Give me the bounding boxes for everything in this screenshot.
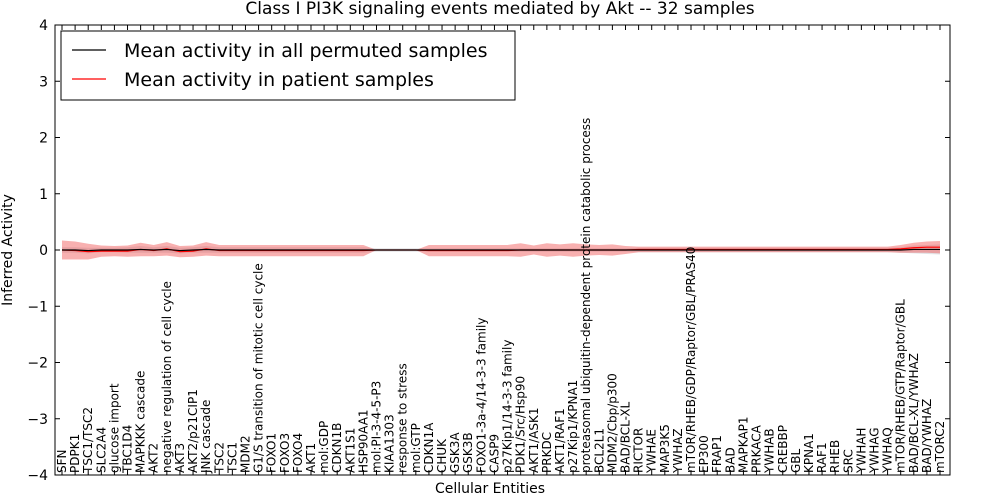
category-label: FRAP1 (710, 435, 724, 473)
category-label: BAD/BCL-XL (618, 401, 632, 473)
category-label: MDM2/Cbp/p300 (605, 373, 619, 473)
category-label: CREBBP (776, 425, 790, 473)
line-permuted (62, 248, 940, 252)
category-label: mol:GTP (409, 423, 423, 473)
category-label: YWHAB (763, 428, 777, 474)
category-label: YWHAQ (881, 427, 895, 474)
y-axis-ticks: 4 3 2 1 0 −1 −2 −3 −4 (27, 18, 950, 484)
category-label: YWHAH (854, 428, 868, 474)
category-label: p27Kip1/KPNA1 (566, 380, 580, 473)
category-label: SLC2A4 (94, 427, 108, 473)
category-label: YWHAZ (671, 428, 685, 474)
category-label: mol:GDP (317, 421, 331, 473)
category-label: response to stress (396, 363, 410, 473)
y-tick-label: 0 (39, 243, 48, 259)
category-label: SRC (841, 449, 855, 473)
category-label: AKT1 (304, 443, 318, 473)
y-tick-label: 2 (39, 131, 48, 147)
category-label: TSC1 (225, 442, 239, 474)
category-label: AKT1/ASK1 (527, 408, 541, 473)
category-label: CASP9 (487, 434, 501, 473)
category-label: FOXO3 (278, 433, 292, 473)
legend-box (60, 30, 516, 101)
category-label: CHUK (435, 438, 449, 473)
category-label: PRKACA (750, 424, 764, 473)
category-label: MAPKAP1 (736, 416, 750, 473)
category-label: AKT1S1 (343, 428, 357, 473)
category-label: MDM2 (238, 435, 252, 473)
category-label: mTORC2 (933, 421, 947, 473)
y-axis-title: Inferred Activity (0, 194, 16, 306)
category-label: BAD/BCL-XL/YWHAZ (907, 353, 921, 473)
category-label: GBL (789, 448, 803, 473)
category-label: TSC2 (212, 442, 226, 474)
category-label: AKT1/RAF1 (553, 408, 567, 473)
legend-label-permuted: Mean activity in all permuted samples (124, 40, 487, 62)
category-label: negative regulation of cell cycle (160, 281, 174, 473)
category-label: FOXO1 (265, 433, 279, 473)
category-label: MAPKKK cascade (134, 371, 148, 473)
y-tick-label: −4 (27, 468, 48, 484)
category-label: EP300 (697, 435, 711, 473)
category-label: G1/S transition of mitotic cell cycle (252, 263, 266, 473)
y-tick-label: 4 (39, 18, 48, 34)
category-label: TSC1/TSC2 (81, 407, 95, 474)
category-label: p27Kip1/14-3-3 family (501, 340, 515, 473)
category-label: YWHAE (645, 429, 659, 474)
category-label: CDKN1B (330, 423, 344, 473)
category-label: FOXO4 (291, 433, 305, 473)
category-label: AKT3 (173, 443, 187, 473)
category-label: mTOR/RHEB/GTP/Raptor/GBL (894, 299, 908, 473)
category-label: FOXO1-3a-4/14-3-3 family (474, 318, 488, 474)
category-label: KIAA1303 (383, 414, 397, 473)
category-label: PRKDC (540, 432, 554, 473)
series-lines (61, 246, 940, 253)
category-label: PDK1/Src/Hsp90 (514, 376, 528, 473)
category-label: RICTOR (632, 428, 646, 473)
chart-title: Class I PI3K signaling events mediated b… (245, 0, 754, 19)
category-label: glucose import (107, 383, 121, 473)
category-label: AKT2 (147, 443, 161, 473)
x-axis-ticks (61, 25, 941, 475)
y-tick-label: −2 (27, 356, 48, 372)
x-axis-title: Cellular Entities (435, 481, 545, 497)
category-label: HSP90AA1 (356, 409, 370, 473)
category-label: RAF1 (815, 442, 829, 473)
category-label: AKT2/p21CIP1 (186, 389, 200, 473)
category-label: BAD (723, 447, 737, 473)
y-tick-label: −1 (27, 299, 48, 315)
category-label: GSK3A (448, 432, 462, 473)
category-labels: SFN PDPK1 TSC1/TSC2 SLC2A4 glucose import TBC… (55, 118, 947, 474)
category-label: KPNA1 (802, 433, 816, 473)
category-label: GSK3B (461, 432, 475, 473)
category-label: YWHAG (867, 427, 881, 474)
legend: Mean activity in all permuted samples Me… (60, 30, 516, 101)
category-label: RHEB (828, 440, 842, 473)
category-label: BAD/YWHAZ (920, 399, 934, 473)
category-label: MAP3K5 (658, 424, 672, 473)
category-label: CDKN1A (422, 422, 436, 473)
category-label: mol:PI-3-4-5-P3 (370, 381, 384, 473)
category-label: proteasomal ubiquitin-dependent protein … (579, 118, 593, 473)
legend-label-patient: Mean activity in patient samples (124, 69, 434, 91)
category-label: SFN (55, 450, 69, 474)
y-tick-label: 3 (39, 74, 48, 90)
category-label: BCL2L1 (592, 428, 606, 473)
category-label: JNK cascade (199, 400, 213, 474)
category-label: mTOR/RHEB/GDP/Raptor/GBL/PRAS40 (684, 247, 698, 473)
category-label: TBC1D4 (121, 425, 135, 474)
y-tick-label: −3 (27, 412, 48, 428)
category-label: PDPK1 (68, 434, 82, 473)
y-tick-label: 1 (39, 187, 48, 203)
